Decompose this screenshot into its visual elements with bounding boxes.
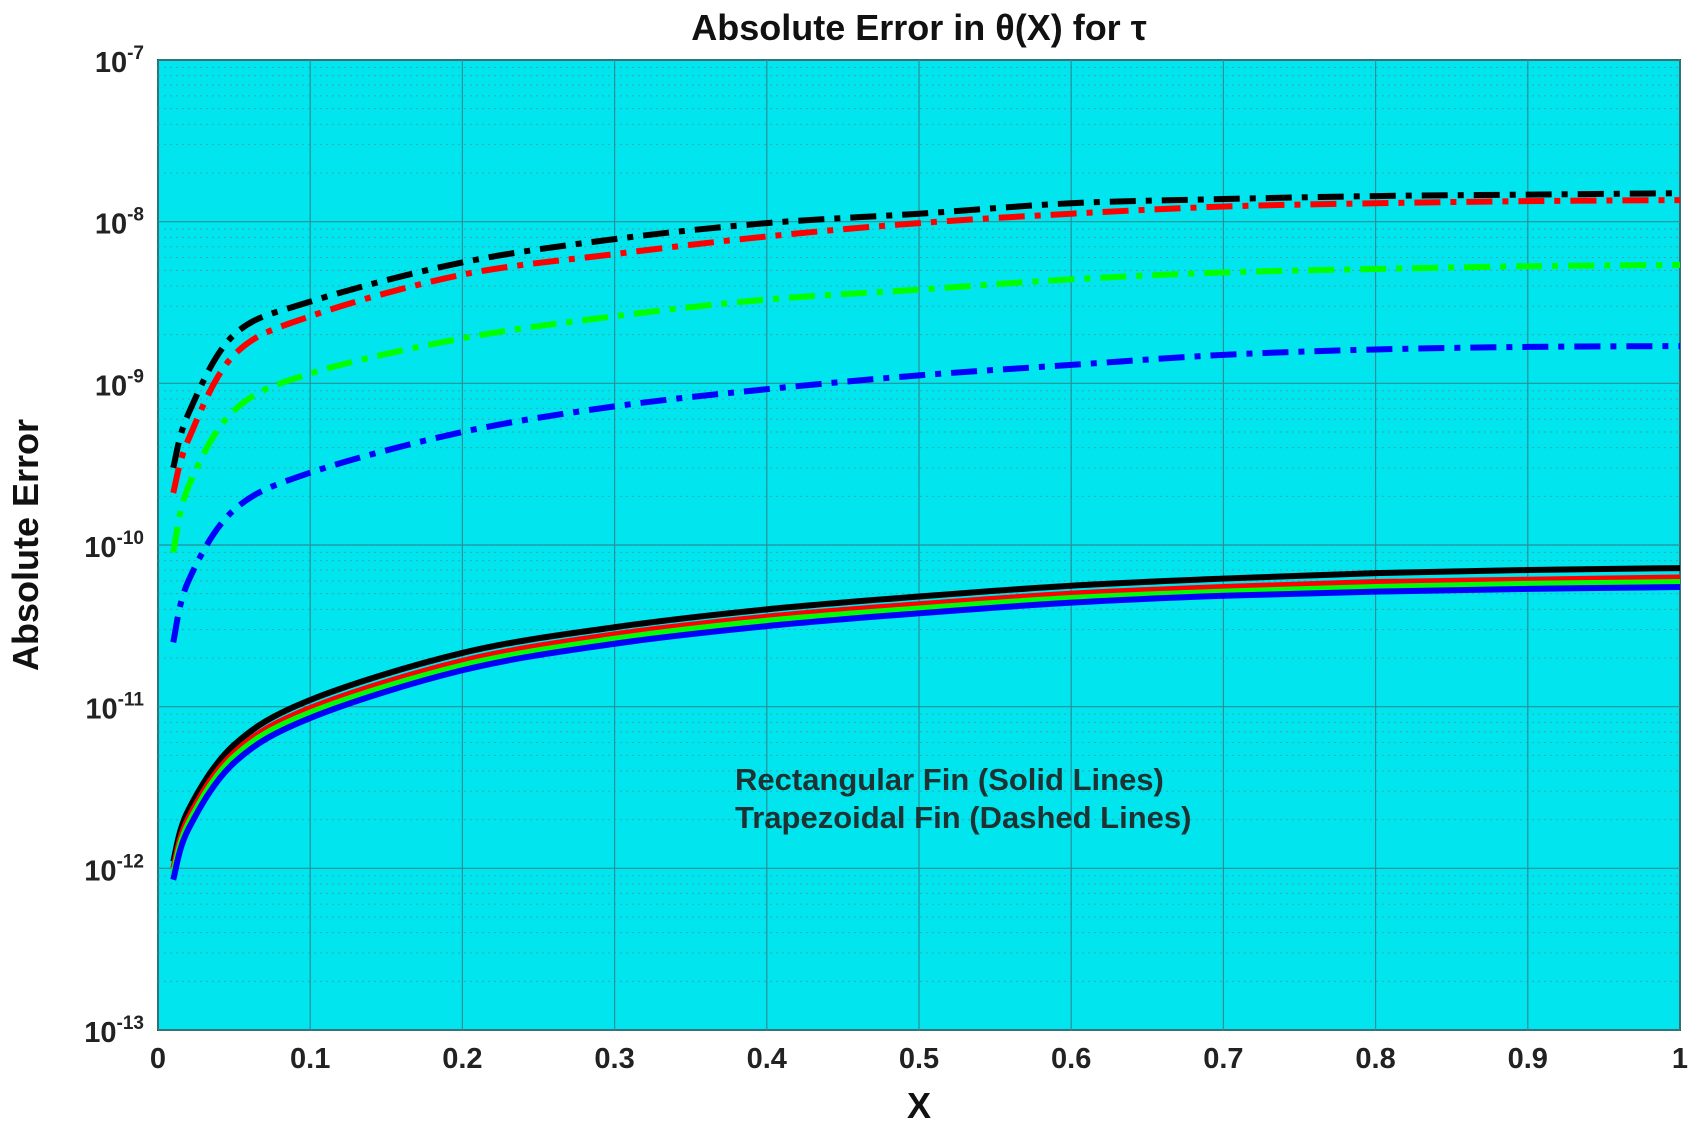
solid-series-line-4: [170, 565, 1681, 863]
annotation-rectangular: Rectangular Fin (Solid Lines): [735, 762, 1164, 797]
solid-series-line-5: [170, 574, 1681, 870]
dashed-series-line-2: [170, 261, 1681, 554]
x-tick-label: 0.8: [1355, 1043, 1395, 1075]
y-tick-label: 10-9: [95, 366, 144, 402]
dashed-series-line-1: [170, 197, 1681, 494]
dashed-series-line-3: [170, 343, 1681, 644]
x-tick-label: 0.5: [899, 1043, 939, 1075]
y-tick-label: 10-10: [84, 528, 144, 564]
chart-title: Absolute Error in θ(X) for τ: [691, 7, 1147, 48]
x-tick-label: 0.4: [747, 1043, 787, 1075]
x-tick-label: 0.9: [1508, 1043, 1548, 1075]
y-tick-label: 10-13: [84, 1013, 144, 1049]
x-axis-label: X: [907, 1085, 931, 1124]
x-tick-label: 0.1: [290, 1043, 330, 1075]
annotation-trapezoidal: Trapezoidal Fin (Dashed Lines): [735, 800, 1191, 835]
grid: [157, 59, 1681, 1031]
y-axis-label: Absolute Error: [5, 419, 46, 671]
series-group: [170, 190, 1681, 881]
x-tick-label: 0.6: [1051, 1043, 1091, 1075]
x-axis-ticks: 0 0.1 0.2 0.3 0.4 0.5 0.6 0.7 0.8 0.9 1: [150, 1043, 1688, 1075]
x-tick-label: 1: [1672, 1043, 1688, 1075]
x-tick-label: 0.7: [1203, 1043, 1243, 1075]
dashed-series-line-0: [170, 190, 1681, 469]
solid-series-line-6: [170, 579, 1681, 875]
y-tick-label: 10-11: [85, 690, 144, 726]
y-tick-label: 10-8: [95, 205, 144, 241]
y-tick-label: 10-12: [84, 851, 144, 887]
y-axis-ticks: 10-13 10-12 10-11 10-10 10-9 10-8 10-7: [84, 43, 144, 1049]
y-tick-label: 10-7: [95, 43, 144, 79]
x-tick-label: 0: [150, 1043, 166, 1075]
x-tick-label: 0.2: [442, 1043, 482, 1075]
solid-series-line-7: [170, 583, 1681, 881]
x-tick-label: 0.3: [594, 1043, 634, 1075]
